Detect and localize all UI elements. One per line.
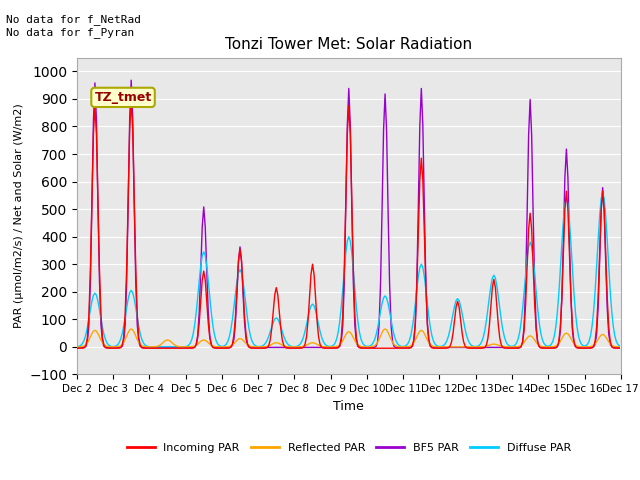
Y-axis label: PAR (μmol/m2/s) / Net and Solar (W/m2): PAR (μmol/m2/s) / Net and Solar (W/m2) bbox=[13, 104, 24, 328]
X-axis label: Time: Time bbox=[333, 400, 364, 413]
Legend: Incoming PAR, Reflected PAR, BF5 PAR, Diffuse PAR: Incoming PAR, Reflected PAR, BF5 PAR, Di… bbox=[122, 439, 575, 457]
Text: No data for f_NetRad
No data for f_Pyran: No data for f_NetRad No data for f_Pyran bbox=[6, 14, 141, 38]
Title: Tonzi Tower Met: Solar Radiation: Tonzi Tower Met: Solar Radiation bbox=[225, 37, 472, 52]
Text: TZ_tmet: TZ_tmet bbox=[95, 91, 152, 104]
